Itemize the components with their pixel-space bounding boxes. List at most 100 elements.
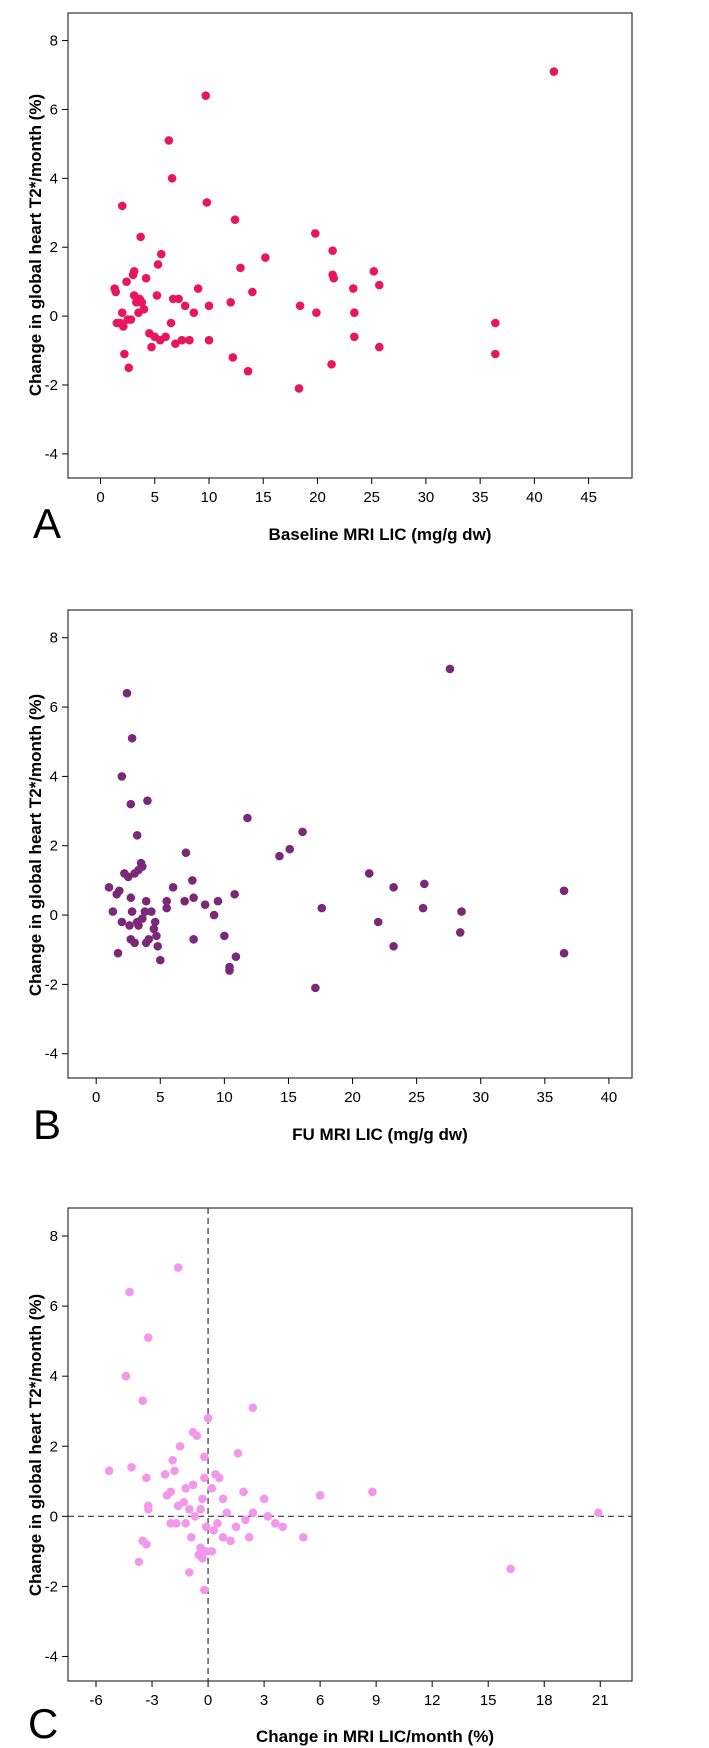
y-axis-title-a: Change in global heart T2*/month (%) <box>26 94 45 396</box>
data-point <box>278 1522 288 1532</box>
panel-c: C Change in MRI LIC/month (%) Change in … <box>26 1207 633 1747</box>
y-tick-label: -2 <box>45 976 58 993</box>
plot-frame-a <box>67 12 633 479</box>
data-point <box>166 318 176 328</box>
data-point <box>149 924 159 934</box>
data-point <box>294 384 304 393</box>
data-point <box>248 287 257 297</box>
data-point <box>230 215 240 224</box>
data-point <box>117 308 127 317</box>
data-point <box>190 1512 200 1521</box>
x-tick-label: 20 <box>309 489 326 506</box>
data-point <box>162 896 171 906</box>
y-tick-label: 8 <box>50 33 58 50</box>
data-point <box>150 917 160 927</box>
y-tick-label: -4 <box>45 1046 58 1063</box>
data-point <box>259 1494 269 1504</box>
y-tick-label: 0 <box>50 308 58 325</box>
x-tick-label: 0 <box>96 489 104 506</box>
data-point <box>123 872 133 882</box>
data-point <box>329 273 339 283</box>
data-point <box>173 1263 183 1272</box>
x-tick-label: 25 <box>408 1089 425 1106</box>
data-point <box>126 315 136 324</box>
data-point <box>117 201 127 211</box>
data-point <box>144 935 154 944</box>
data-point <box>226 1536 235 1546</box>
data-point <box>130 938 139 948</box>
x-tick-label: -3 <box>145 1692 158 1709</box>
data-point <box>200 1452 209 1462</box>
data-point <box>220 931 229 941</box>
data-point <box>196 1505 205 1514</box>
data-point <box>222 1508 232 1518</box>
data-point <box>368 1487 377 1497</box>
data-point <box>138 914 147 923</box>
data-point <box>559 948 569 958</box>
x-tick-label: 40 <box>601 1089 618 1106</box>
data-point <box>299 1533 308 1542</box>
y-tick-label: -4 <box>45 446 58 463</box>
x-tick-label: 21 <box>592 1692 609 1709</box>
data-point <box>127 907 137 916</box>
x-tick-label: 40 <box>526 489 543 506</box>
x-tick-label: 18 <box>536 1692 553 1709</box>
data-point <box>317 903 327 913</box>
data-point <box>155 955 165 965</box>
data-point <box>312 308 321 317</box>
data-point <box>188 876 197 885</box>
data-point <box>127 733 137 743</box>
data-point <box>180 896 189 906</box>
y-tick-label: 4 <box>50 1368 58 1385</box>
data-point <box>198 1494 207 1504</box>
data-point <box>134 1557 144 1567</box>
data-point <box>418 903 428 913</box>
y-tick-label: 8 <box>50 630 58 647</box>
data-point <box>141 273 151 283</box>
data-point <box>121 1371 131 1381</box>
x-tick-label: 35 <box>536 1089 553 1106</box>
data-point <box>239 1487 248 1497</box>
data-point <box>111 287 121 297</box>
data-point <box>126 799 136 809</box>
data-point <box>230 889 239 899</box>
y-tick-label: 8 <box>50 1228 58 1245</box>
data-point <box>168 1455 177 1465</box>
data-point <box>127 1462 136 1472</box>
data-point <box>594 1508 603 1518</box>
data-point <box>455 928 465 937</box>
data-point <box>122 277 131 286</box>
x-tick-label: 35 <box>472 489 489 506</box>
data-point <box>201 91 211 100</box>
data-point <box>261 253 270 262</box>
data-point <box>189 935 198 944</box>
data-point <box>244 1533 254 1542</box>
data-point <box>213 896 223 906</box>
data-point <box>189 893 198 903</box>
x-axis-title-b: FU MRI LIC (mg/g dw) <box>292 1125 468 1144</box>
data-point <box>186 1533 196 1542</box>
panel-label-c: C <box>28 1700 58 1747</box>
data-point <box>168 883 178 892</box>
x-tick-label: 15 <box>255 489 272 506</box>
data-point <box>132 831 142 840</box>
panel-label-b: B <box>33 1101 61 1148</box>
data-point <box>141 896 151 906</box>
y-tick-label: -4 <box>45 1648 58 1665</box>
data-point <box>144 1505 153 1514</box>
x-axis-title-c: Change in MRI LIC/month (%) <box>256 1727 494 1746</box>
data-point <box>166 1487 176 1497</box>
data-point <box>185 1505 194 1514</box>
data-point <box>161 332 170 342</box>
data-point <box>327 360 336 369</box>
x-tick-label: 12 <box>424 1692 441 1709</box>
data-point <box>117 917 127 927</box>
data-point <box>188 1480 198 1490</box>
data-point <box>243 813 252 823</box>
data-point <box>203 1413 213 1423</box>
data-point <box>147 907 156 916</box>
data-point <box>126 893 136 903</box>
data-point <box>164 136 174 145</box>
data-point <box>310 229 320 238</box>
